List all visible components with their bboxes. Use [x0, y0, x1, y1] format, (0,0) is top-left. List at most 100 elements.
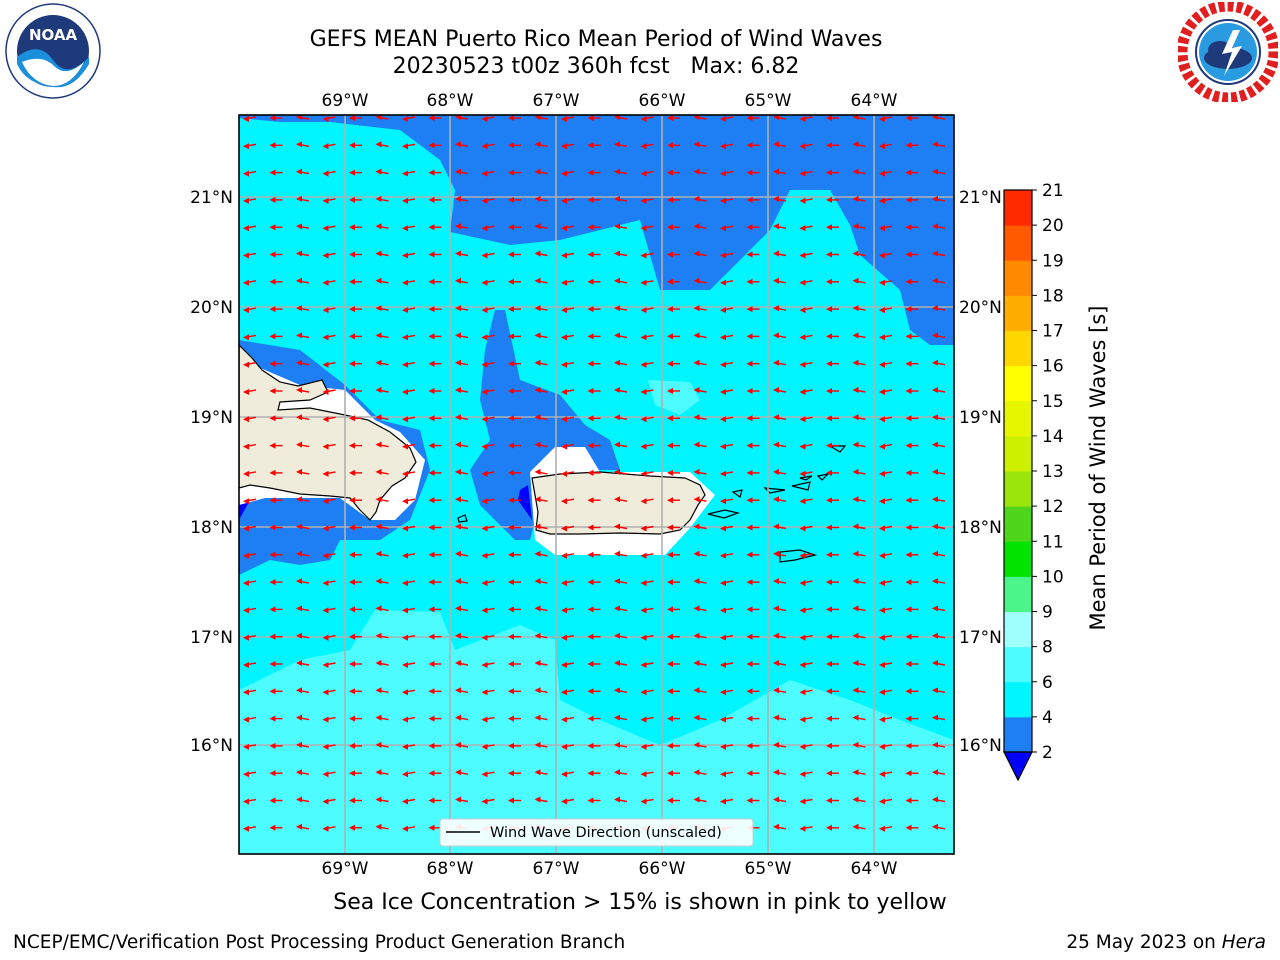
wind-wave-arrow: [481, 307, 495, 314]
wind-wave-arrow: [428, 115, 442, 121]
wind-wave-arrow: [402, 416, 416, 423]
colorbar-label-text: Mean Period of Wind Waves [s]: [1086, 305, 1110, 631]
wind-wave-arrow: [746, 142, 760, 149]
wind-wave-arrow: [534, 741, 548, 748]
wind-wave-arrow: [243, 361, 257, 368]
wind-wave-arrow: [640, 634, 654, 641]
wind-wave-arrow: [667, 661, 680, 667]
wind-wave-arrow: [428, 742, 442, 749]
wind-wave-arrow: [693, 523, 707, 530]
wind-wave-arrow: [799, 716, 813, 723]
wind-wave-arrow: [587, 224, 601, 231]
wind-wave-arrow: [534, 769, 548, 776]
wind-wave-arrow: [243, 525, 257, 532]
wind-wave-arrow: [773, 660, 787, 666]
wind-wave-arrow: [746, 633, 760, 640]
wind-wave-arrow: [614, 523, 628, 530]
wind-wave-arrow: [905, 224, 919, 231]
wind-wave-arrow: [746, 333, 760, 340]
wind-wave-arrow: [852, 168, 866, 175]
wind-wave-arrow: [428, 524, 442, 531]
wind-wave-arrow: [852, 387, 866, 393]
wind-wave-arrow: [296, 168, 310, 175]
colorbar-tick-label: 13: [1042, 462, 1064, 482]
wind-wave-arrow: [773, 578, 787, 585]
wind-wave-arrow: [932, 578, 946, 585]
wind-wave-arrow: [720, 416, 734, 423]
land-culebra: [731, 489, 743, 498]
wind-wave-direction-arrows: [243, 115, 946, 832]
wind-wave-arrow: [455, 605, 469, 612]
wind-wave-arrow: [905, 661, 919, 667]
wind-wave-arrow: [375, 741, 389, 748]
wind-wave-arrow: [852, 605, 866, 612]
wind-wave-arrow: [746, 770, 760, 777]
wind-wave-arrow: [561, 689, 575, 696]
colorbar-tick-label: 17: [1042, 322, 1064, 342]
wind-wave-arrow: [375, 523, 389, 530]
wind-wave-arrow: [561, 334, 575, 341]
wind-wave-arrow: [402, 771, 416, 778]
wind-wave-arrow: [693, 660, 707, 666]
wind-wave-arrow: [481, 662, 495, 668]
wind-wave-arrow: [640, 252, 654, 259]
wind-wave-arrow: [481, 225, 495, 232]
wind-wave-arrow: [534, 496, 548, 503]
wind-wave-arrow: [561, 279, 575, 286]
wind-wave-arrow: [455, 250, 469, 257]
wind-wave-arrow: [349, 469, 362, 476]
wind-wave-arrow: [720, 689, 734, 696]
wind-wave-arrow: [852, 305, 866, 312]
wind-wave-arrow: [905, 196, 919, 203]
wind-wave-arrow: [640, 552, 654, 559]
wind-wave-arrow: [243, 498, 257, 505]
wind-wave-arrow: [773, 250, 787, 257]
wind-wave-arrow: [349, 142, 362, 149]
wind-wave-arrow: [243, 580, 257, 587]
wind-wave-arrow: [852, 195, 866, 202]
wind-wave-arrow: [932, 523, 946, 530]
footer-host: Hera: [1221, 932, 1266, 953]
wind-wave-arrow: [932, 741, 946, 748]
colorbar-segment: [1004, 506, 1032, 542]
wind-wave-arrow: [428, 551, 442, 558]
wind-wave-arrow: [879, 470, 893, 477]
wind-wave-arrow: [587, 306, 601, 313]
wind-wave-arrow: [534, 250, 548, 257]
wind-wave-arrow: [720, 361, 734, 368]
wind-wave-arrow: [746, 115, 760, 121]
wind-wave-arrow: [296, 277, 310, 284]
wind-wave-arrow: [428, 333, 442, 340]
wind-wave-arrow: [667, 251, 680, 258]
wind-wave-arrow: [879, 416, 893, 423]
wind-wave-arrow: [481, 279, 495, 286]
wind-wave-arrow: [402, 143, 416, 150]
wind-wave-arrow: [269, 388, 283, 394]
wind-wave-arrow: [799, 143, 813, 150]
wind-wave-arrow: [534, 441, 548, 448]
wind-wave-arrow: [826, 524, 839, 531]
wind-wave-arrow: [826, 579, 839, 586]
lon-tick-bottom: 66°W: [639, 859, 686, 879]
wind-wave-arrow: [428, 715, 442, 722]
wind-wave-arrow: [243, 771, 257, 778]
wind-wave-arrow: [269, 224, 283, 231]
wind-wave-arrow: [667, 115, 680, 121]
wind-wave-arrow: [720, 279, 734, 286]
wind-wave-arrow: [269, 524, 283, 531]
wind-wave-arrow: [481, 771, 495, 778]
wind-wave-arrow: [508, 115, 521, 121]
wind-wave-arrow: [322, 716, 336, 723]
wind-wave-arrow: [746, 606, 760, 613]
wind-wave-arrow: [402, 552, 416, 559]
wind-wave-arrow: [402, 334, 416, 341]
land-virgin-islands: [763, 445, 847, 494]
wind-wave-arrow: [614, 441, 628, 448]
wind-wave-arrow: [826, 688, 839, 695]
wind-wave-arrow: [534, 687, 548, 694]
wind-wave-arrow: [455, 387, 469, 393]
colorbar-segment: [1004, 365, 1032, 402]
wind-wave-arrow: [481, 689, 495, 696]
wind-wave-arrow: [561, 634, 575, 641]
wind-wave-arrow: [243, 307, 257, 314]
